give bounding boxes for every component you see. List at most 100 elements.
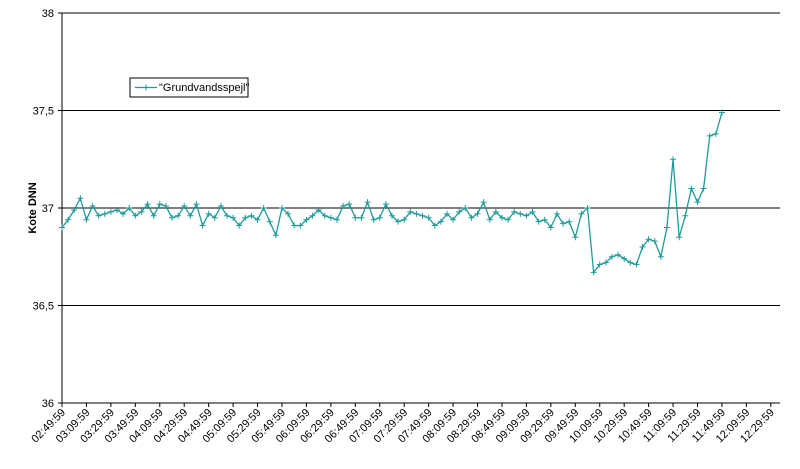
marker (492, 208, 499, 215)
marker (541, 216, 548, 223)
marker (291, 222, 298, 229)
legend-box (129, 77, 249, 98)
marker (303, 216, 310, 223)
marker (376, 214, 383, 221)
marker (65, 216, 72, 223)
marker (285, 210, 292, 217)
marker (309, 212, 316, 219)
marker (346, 201, 353, 208)
marker (578, 210, 585, 217)
y-tick-label: 36 (42, 398, 54, 410)
marker (596, 261, 603, 268)
marker (547, 224, 554, 231)
marker (156, 201, 163, 208)
marker (657, 253, 664, 260)
marker (480, 199, 487, 206)
marker (126, 205, 133, 211)
marker (437, 218, 444, 225)
marker (364, 199, 371, 206)
marker (443, 210, 450, 217)
marker (199, 222, 206, 229)
marker (95, 212, 102, 219)
marker (694, 199, 701, 206)
marker (615, 251, 622, 258)
marker (181, 203, 188, 210)
legend-marker (143, 84, 149, 91)
marker (560, 220, 567, 227)
marker (150, 212, 157, 219)
marker (77, 195, 84, 202)
marker (230, 214, 237, 221)
marker (456, 208, 463, 215)
marker (144, 201, 151, 208)
marker (670, 156, 677, 163)
marker (205, 210, 212, 217)
marker (639, 244, 646, 250)
marker (627, 259, 634, 266)
marker (505, 216, 512, 223)
marker (254, 216, 261, 223)
marker (382, 201, 389, 208)
marker (321, 212, 328, 219)
marker (89, 203, 96, 210)
marker (419, 212, 426, 219)
y-tick-label: 37,5 (33, 106, 54, 118)
marker (260, 205, 267, 211)
marker (602, 259, 609, 266)
marker (511, 208, 518, 215)
marker (462, 205, 469, 211)
marker (425, 214, 432, 221)
marker (517, 210, 524, 217)
marker (236, 222, 243, 229)
marker (450, 216, 457, 223)
marker (59, 224, 65, 231)
marker (223, 212, 230, 219)
marker (272, 232, 279, 239)
marker (120, 210, 127, 217)
marker (297, 222, 304, 229)
marker (217, 203, 224, 210)
marker (712, 130, 719, 137)
marker (590, 269, 597, 276)
y-tick-label: 37 (42, 203, 54, 215)
marker (676, 234, 683, 241)
legend-label: "Grundvandsspejl" (159, 82, 249, 94)
marker (553, 210, 560, 217)
marker (395, 218, 402, 225)
marker (113, 206, 120, 213)
y-axis-label: Kote DNN (27, 182, 39, 233)
marker (486, 216, 493, 223)
marker (211, 214, 218, 221)
marker (413, 210, 420, 217)
marker (107, 208, 114, 215)
marker (388, 212, 395, 219)
marker (498, 214, 505, 221)
marker (535, 218, 542, 225)
marker (718, 109, 725, 116)
marker (138, 208, 145, 215)
marker (370, 216, 377, 223)
marker (327, 214, 334, 221)
marker (584, 205, 591, 211)
marker (645, 236, 652, 243)
marker (340, 203, 347, 210)
marker (352, 214, 359, 221)
marker (187, 212, 194, 219)
marker (651, 238, 658, 245)
marker (266, 218, 273, 225)
y-tick-label: 36,5 (33, 301, 54, 313)
marker (101, 210, 108, 217)
marker (529, 208, 536, 215)
marker (523, 212, 530, 219)
marker (193, 201, 200, 208)
marker (706, 132, 713, 139)
marker (248, 212, 255, 219)
marker (358, 214, 365, 221)
marker (83, 216, 90, 223)
y-tick-label: 38 (42, 8, 54, 20)
marker (132, 212, 139, 219)
marker (566, 218, 573, 225)
marker (71, 206, 78, 213)
marker (315, 206, 322, 213)
